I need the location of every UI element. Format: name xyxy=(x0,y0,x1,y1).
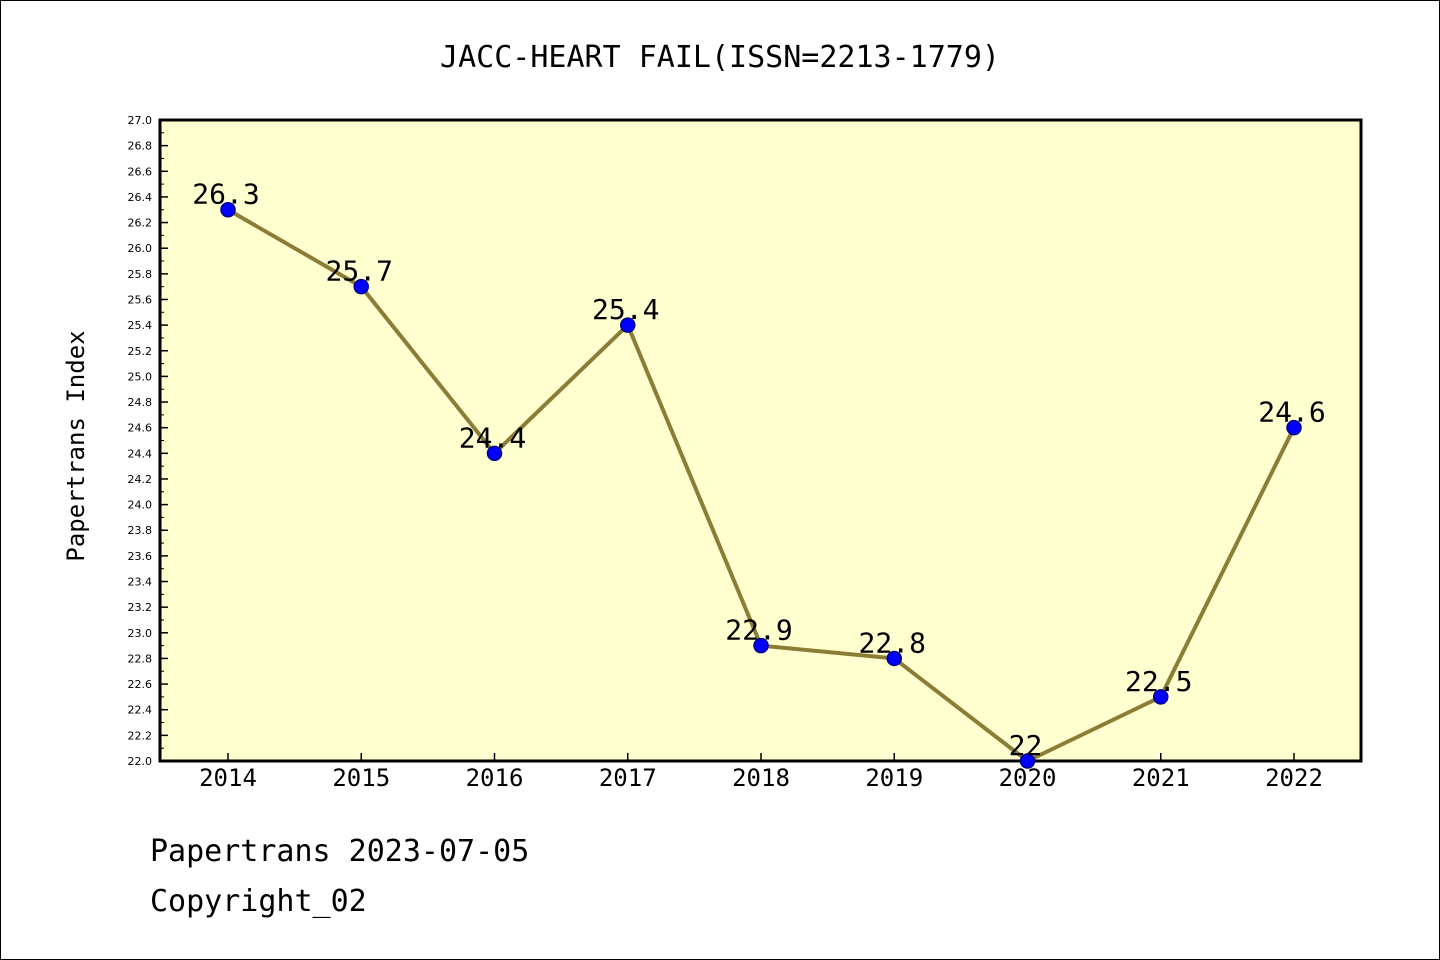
y-tick-label: 26.4 xyxy=(128,191,153,204)
footer-copyright: Copyright_02 xyxy=(150,884,367,919)
y-tick-label: 23.8 xyxy=(128,524,153,537)
y-tick-label: 26.0 xyxy=(128,242,153,255)
data-point xyxy=(886,650,902,667)
data-point xyxy=(353,278,369,295)
y-tick-label: 24.4 xyxy=(128,447,153,460)
y-tick-label: 24.8 xyxy=(128,396,153,409)
y-axis-label: Papertrans Index xyxy=(62,330,90,561)
y-tick-label: 23.0 xyxy=(128,627,153,640)
data-point xyxy=(1153,689,1169,705)
y-tick-label: 24.2 xyxy=(128,473,153,486)
data-label: 25.4 xyxy=(592,293,659,326)
data-label: 22.8 xyxy=(859,626,926,659)
data-point xyxy=(486,445,503,462)
y-tick-label: 25.6 xyxy=(128,293,153,306)
data-label: 22.5 xyxy=(1125,665,1192,698)
x-tick-label: 2019 xyxy=(865,764,923,792)
y-tick-label: 27.0 xyxy=(128,114,153,127)
data-label: 22.9 xyxy=(725,614,792,647)
y-tick-label: 22.6 xyxy=(128,678,153,691)
y-tick-label: 26.6 xyxy=(128,165,153,178)
data-label: 24.4 xyxy=(459,421,526,454)
footer-date: Papertrans 2023-07-05 xyxy=(150,834,530,869)
y-tick-label: 22.0 xyxy=(128,755,153,768)
y-tick-label: 23.2 xyxy=(128,601,153,614)
data-label: 22 xyxy=(1009,729,1043,762)
y-tick-label: 22.4 xyxy=(128,704,153,717)
data-label: 26.3 xyxy=(192,178,259,211)
x-tick-label: 2014 xyxy=(199,764,257,792)
data-point xyxy=(1286,419,1302,436)
y-axis: 22.0 22.2 22.4 22.6 22.8 23.0 23.2 23.4 23.6 23.8… xyxy=(128,114,168,768)
x-tick-label: 2016 xyxy=(466,764,524,792)
x-tick-label: 2015 xyxy=(332,764,390,792)
y-tick-label: 25.8 xyxy=(128,268,153,281)
y-tick-label: 24.0 xyxy=(128,499,153,512)
y-tick-label: 25.0 xyxy=(128,370,153,383)
data-point xyxy=(1019,753,1036,769)
y-tick-label: 25.2 xyxy=(128,345,153,358)
data-point xyxy=(220,201,236,218)
data-point xyxy=(753,637,769,654)
x-tick-label: 2022 xyxy=(1265,764,1323,792)
y-tick-label: 22.8 xyxy=(128,652,153,665)
data-label: 25.7 xyxy=(326,255,393,288)
y-tick-label: 26.2 xyxy=(128,217,153,230)
y-tick-label: 24.6 xyxy=(128,422,153,435)
chart-title: JACC-HEART FAIL(ISSN=2213-1779) xyxy=(440,40,1000,75)
plot-area xyxy=(158,118,1363,763)
series: 26.3 25.7 24.4 25.4 22.9 22.8 22 22.5 24.6 xyxy=(192,178,1326,769)
data-point xyxy=(620,317,636,333)
y-tick-label: 23.4 xyxy=(128,576,153,589)
x-tick-label: 2017 xyxy=(599,764,657,792)
x-tick-label: 2018 xyxy=(732,764,790,792)
data-label: 24.6 xyxy=(1258,396,1325,429)
x-tick-label: 2021 xyxy=(1132,764,1190,792)
y-tick-label: 25.4 xyxy=(128,319,153,332)
y-tick-label: 23.6 xyxy=(128,550,153,563)
y-tick-label: 26.8 xyxy=(128,140,153,153)
y-tick-label: 22.2 xyxy=(128,729,153,742)
